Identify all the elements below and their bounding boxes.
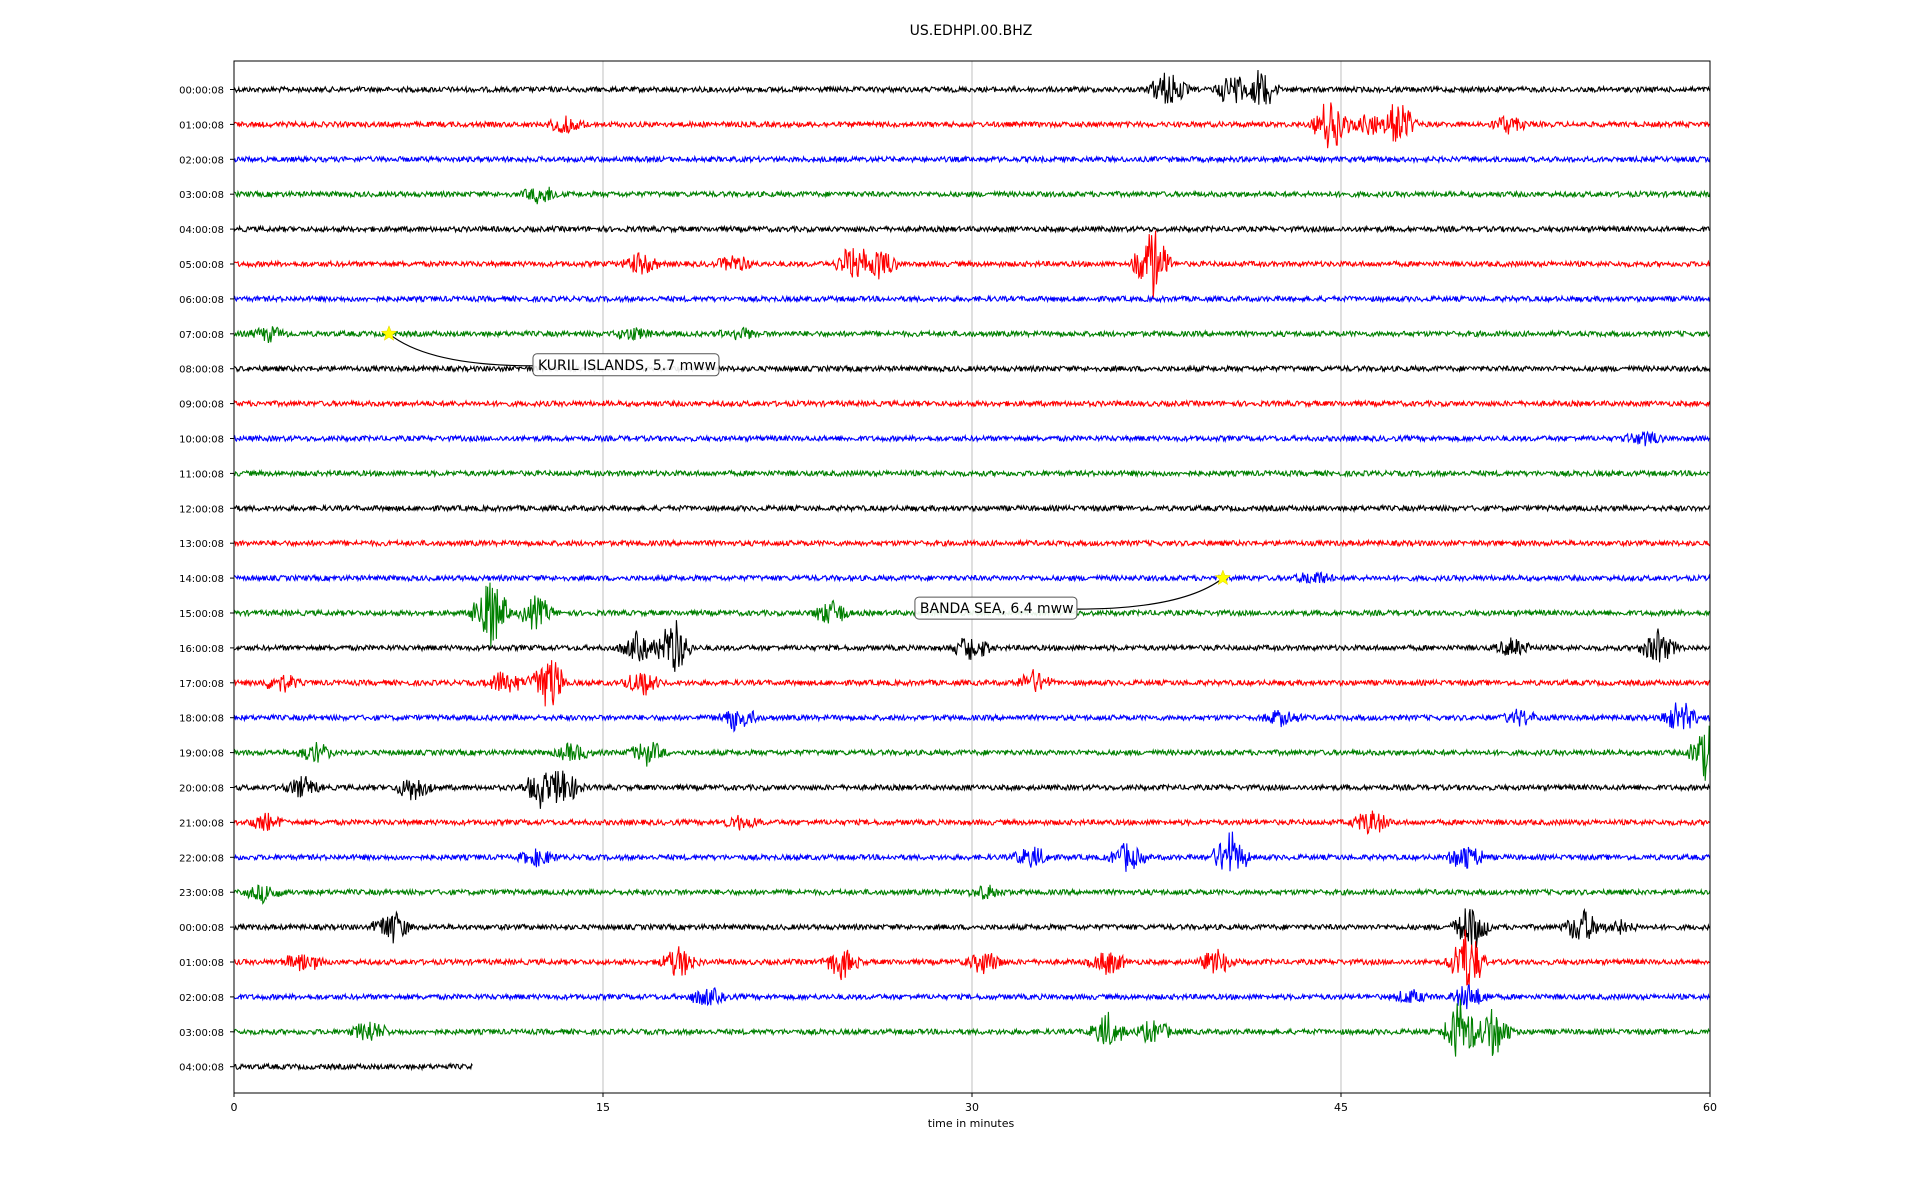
trace-row bbox=[233, 538, 1711, 548]
y-tick-label: 00:00:08 bbox=[179, 923, 224, 934]
y-tick-label: 01:00:08 bbox=[179, 120, 224, 131]
trace-row bbox=[233, 294, 1711, 304]
x-tick-label: 15 bbox=[596, 1101, 610, 1114]
y-tick-label: 15:00:08 bbox=[179, 609, 224, 620]
trace-row bbox=[233, 831, 1711, 872]
y-tick-label: 18:00:08 bbox=[179, 714, 224, 725]
y-tick-label: 05:00:08 bbox=[179, 260, 224, 271]
trace-row bbox=[233, 1061, 473, 1072]
trace-row bbox=[233, 230, 1711, 300]
y-tick-label: 12:00:08 bbox=[179, 504, 224, 515]
y-tick-label: 10:00:08 bbox=[179, 435, 224, 446]
y-tick-label: 23:00:08 bbox=[179, 888, 224, 899]
annotation-label: KURIL ISLANDS, 5.7 mww bbox=[538, 358, 716, 374]
trace-row bbox=[233, 468, 1711, 478]
y-tick-label: 03:00:08 bbox=[179, 190, 224, 201]
trace-row bbox=[233, 810, 1711, 835]
trace-row bbox=[233, 929, 1710, 986]
annotation-box bbox=[532, 353, 720, 377]
trace-row bbox=[233, 660, 1711, 707]
y-tick-label: 17:00:08 bbox=[179, 679, 224, 690]
trace-row bbox=[233, 430, 1711, 447]
x-tick-label: 60 bbox=[1703, 1101, 1717, 1114]
y-tick-label: 04:00:08 bbox=[179, 1063, 224, 1074]
traces-layer bbox=[233, 69, 1711, 1072]
trace-row bbox=[233, 907, 1711, 948]
y-tick-label: 03:00:08 bbox=[179, 1028, 224, 1039]
trace-row bbox=[233, 186, 1711, 205]
trace-row bbox=[233, 69, 1711, 105]
trace-row bbox=[233, 503, 1711, 514]
annotation-box bbox=[914, 596, 1078, 620]
trace-row bbox=[233, 363, 1711, 374]
trace-row bbox=[233, 725, 1711, 781]
y-tick-label: 00:00:08 bbox=[179, 86, 224, 97]
event-star-icon bbox=[380, 325, 398, 341]
y-tick-label: 16:00:08 bbox=[179, 644, 224, 655]
annotation-label: BANDA SEA, 6.4 mww bbox=[920, 601, 1074, 617]
y-tick-label: 06:00:08 bbox=[179, 295, 224, 306]
y-tick-label: 02:00:08 bbox=[179, 993, 224, 1004]
y-tick-label: 07:00:08 bbox=[179, 330, 224, 341]
trace-row bbox=[233, 154, 1711, 165]
trace-row bbox=[233, 326, 1711, 344]
y-tick-label: 14:00:08 bbox=[179, 574, 224, 585]
x-axis-label: time in minutes bbox=[928, 1117, 1015, 1130]
y-tick-label: 09:00:08 bbox=[179, 400, 224, 411]
trace-row bbox=[233, 770, 1711, 809]
x-tick-label: 45 bbox=[1334, 1101, 1348, 1114]
chart-title: US.EDHPI.00.BHZ bbox=[910, 23, 1033, 39]
y-tick-label: 19:00:08 bbox=[179, 749, 224, 760]
trace-row bbox=[233, 984, 1711, 1010]
trace-row bbox=[233, 571, 1711, 584]
y-tick-label: 02:00:08 bbox=[179, 155, 224, 166]
y-tick-label: 22:00:08 bbox=[179, 853, 224, 864]
event-star-icon bbox=[1214, 569, 1232, 586]
y-tick-label: 21:00:08 bbox=[179, 818, 224, 829]
trace-row bbox=[233, 620, 1711, 672]
trace-row bbox=[233, 224, 1711, 234]
x-tick-label: 0 bbox=[231, 1101, 238, 1114]
y-tick-label: 13:00:08 bbox=[179, 539, 224, 550]
annotation-leader bbox=[388, 333, 533, 367]
trace-row bbox=[233, 398, 1711, 409]
trace-row bbox=[233, 884, 1711, 905]
y-tick-label: 04:00:08 bbox=[179, 225, 224, 236]
y-tick-label: 20:00:08 bbox=[179, 784, 224, 795]
trace-row bbox=[233, 102, 1711, 149]
x-tick-label: 30 bbox=[965, 1101, 979, 1114]
annotation-layer: KURIL ISLANDS, 5.7 mww BANDA SEA, 6.4 mww bbox=[380, 325, 1232, 620]
annotation-leader bbox=[1076, 577, 1224, 610]
axes-layer: 0 15 30 45 60 00:00:08 01:00:08 02:00:08 03:00:0… bbox=[179, 60, 1717, 1114]
y-tick-label: 01:00:08 bbox=[179, 958, 224, 969]
trace-row bbox=[233, 998, 1711, 1057]
y-tick-label: 11:00:08 bbox=[179, 469, 224, 480]
trace-row bbox=[233, 702, 1711, 733]
y-tick-label: 08:00:08 bbox=[179, 365, 224, 376]
